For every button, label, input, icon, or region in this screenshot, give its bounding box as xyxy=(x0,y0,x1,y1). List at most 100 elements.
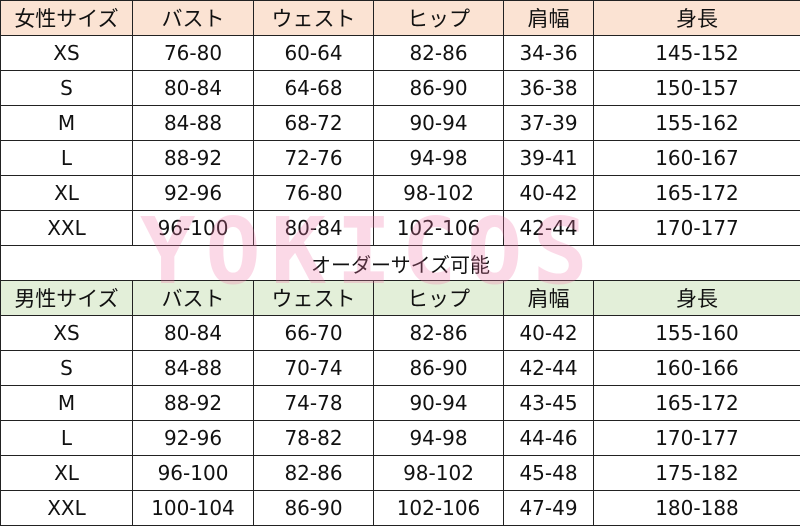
measurement-cell: 70-74 xyxy=(254,351,374,386)
measurement-cell: 84-88 xyxy=(133,351,254,386)
measurement-cell: 98-102 xyxy=(374,456,504,491)
measurement-cell: 145-152 xyxy=(594,36,800,71)
measurement-cell: 64-68 xyxy=(254,71,374,106)
size-label-cell: 男性サイズ xyxy=(1,281,133,316)
custom-size-note: オーダーサイズ可能 xyxy=(1,246,800,281)
measurement-cell: 88-92 xyxy=(133,386,254,421)
size-label-cell: XS xyxy=(1,36,133,71)
measurement-cell: 96-100 xyxy=(133,211,254,246)
measurement-cell: ウェスト xyxy=(254,1,374,36)
measurement-cell: 160-166 xyxy=(594,351,800,386)
measurement-cell: 94-98 xyxy=(374,141,504,176)
measurement-cell: 39-41 xyxy=(504,141,594,176)
measurement-cell: 165-172 xyxy=(594,176,800,211)
size-label-cell: XL xyxy=(1,176,133,211)
measurement-cell: 66-70 xyxy=(254,316,374,351)
size-label-cell: M xyxy=(1,106,133,141)
measurement-cell: 45-48 xyxy=(504,456,594,491)
measurement-cell: 72-76 xyxy=(254,141,374,176)
measurement-cell: 78-82 xyxy=(254,421,374,456)
measurement-cell: 82-86 xyxy=(254,456,374,491)
measurement-cell: 肩幅 xyxy=(504,281,594,316)
measurement-cell: 86-90 xyxy=(254,491,374,526)
measurement-cell: 43-45 xyxy=(504,386,594,421)
size-label-cell: M xyxy=(1,386,133,421)
measurement-cell: 82-86 xyxy=(374,36,504,71)
measurement-cell: 身長 xyxy=(594,281,800,316)
size-label-cell: XXL xyxy=(1,491,133,526)
measurement-cell: 94-98 xyxy=(374,421,504,456)
measurement-cell: 150-157 xyxy=(594,71,800,106)
measurement-cell: 160-167 xyxy=(594,141,800,176)
measurement-cell: 170-177 xyxy=(594,421,800,456)
measurement-cell: 155-160 xyxy=(594,316,800,351)
measurement-cell: 90-94 xyxy=(374,106,504,141)
size-label-cell: XXL xyxy=(1,211,133,246)
measurement-cell: 102-106 xyxy=(374,491,504,526)
measurement-cell: 68-72 xyxy=(254,106,374,141)
size-label-cell: S xyxy=(1,351,133,386)
measurement-cell: 42-44 xyxy=(504,211,594,246)
measurement-cell: 92-96 xyxy=(133,176,254,211)
measurement-cell: 80-84 xyxy=(254,211,374,246)
measurement-cell: 92-96 xyxy=(133,421,254,456)
measurement-cell: ヒップ xyxy=(374,281,504,316)
measurement-cell: 80-84 xyxy=(133,71,254,106)
measurement-cell: 180-188 xyxy=(594,491,800,526)
women-header-row: 女性サイズバストウェストヒップ肩幅身長 xyxy=(1,1,800,36)
size-label-cell: XL xyxy=(1,456,133,491)
measurement-cell: 74-78 xyxy=(254,386,374,421)
measurement-cell: 84-88 xyxy=(133,106,254,141)
measurement-cell: 44-46 xyxy=(504,421,594,456)
measurement-cell: 155-162 xyxy=(594,106,800,141)
measurement-cell: 86-90 xyxy=(374,351,504,386)
measurement-cell: 80-84 xyxy=(133,316,254,351)
measurement-cell: 身長 xyxy=(594,1,800,36)
measurement-cell: 肩幅 xyxy=(504,1,594,36)
note-row: オーダーサイズ可能 xyxy=(1,246,800,281)
measurement-cell: 47-49 xyxy=(504,491,594,526)
measurement-cell: 82-86 xyxy=(374,316,504,351)
measurement-cell: ウェスト xyxy=(254,281,374,316)
measurement-cell: 76-80 xyxy=(133,36,254,71)
measurement-cell: 60-64 xyxy=(254,36,374,71)
measurement-cell: 37-39 xyxy=(504,106,594,141)
measurement-cell: 170-177 xyxy=(594,211,800,246)
men-header-row: 男性サイズバストウェストヒップ肩幅身長 xyxy=(1,281,800,316)
measurement-cell: 86-90 xyxy=(374,71,504,106)
size-label-cell: XS xyxy=(1,316,133,351)
measurement-cell: 175-182 xyxy=(594,456,800,491)
measurement-cell: 88-92 xyxy=(133,141,254,176)
size-label-cell: 女性サイズ xyxy=(1,1,133,36)
measurement-cell: 40-42 xyxy=(504,176,594,211)
size-label-cell: S xyxy=(1,71,133,106)
measurement-cell: 102-106 xyxy=(374,211,504,246)
measurement-cell: 98-102 xyxy=(374,176,504,211)
measurement-cell: ヒップ xyxy=(374,1,504,36)
measurement-cell: 76-80 xyxy=(254,176,374,211)
measurement-cell: 165-172 xyxy=(594,386,800,421)
measurement-cell: 42-44 xyxy=(504,351,594,386)
measurement-cell: 34-36 xyxy=(504,36,594,71)
size-label-cell: L xyxy=(1,421,133,456)
measurement-cell: 40-42 xyxy=(504,316,594,351)
measurement-cell: 36-38 xyxy=(504,71,594,106)
measurement-cell: バスト xyxy=(133,1,254,36)
size-label-cell: L xyxy=(1,141,133,176)
measurement-cell: 100-104 xyxy=(133,491,254,526)
measurement-cell: 96-100 xyxy=(133,456,254,491)
measurement-cell: バスト xyxy=(133,281,254,316)
